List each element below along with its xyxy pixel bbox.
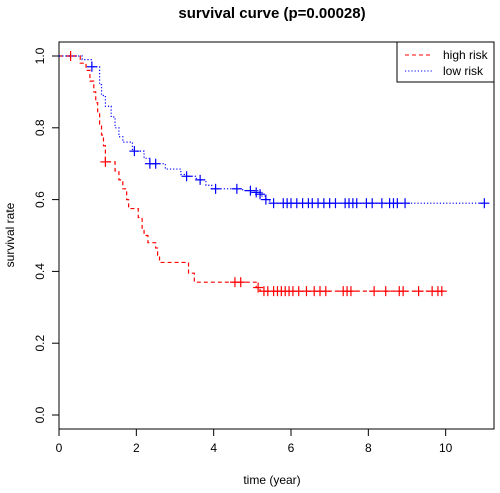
y-tick-label: 0.8 [33, 119, 47, 136]
censor-mark [260, 194, 271, 205]
censor-mark [413, 286, 424, 297]
legend: high risk low risk [396, 41, 495, 83]
series-layer [59, 51, 490, 297]
series-line-high-risk [59, 55, 444, 292]
legend-label-low-risk: low risk [443, 64, 484, 78]
censor-mark [479, 198, 490, 209]
censor-mark [380, 286, 391, 297]
censor-mark [129, 146, 140, 157]
y-tick-label: 0.0 [33, 406, 47, 423]
censor-mark [436, 286, 447, 297]
y-tick-label: 0.2 [33, 335, 47, 352]
y-tick-label: 0.4 [33, 263, 47, 280]
censor-mark [195, 174, 206, 185]
censor-mark [255, 189, 266, 200]
censor-mark [100, 156, 111, 167]
censor-mark [268, 198, 279, 209]
x-axis: 0 2 4 6 8 10 [56, 428, 453, 455]
series-low-risk [59, 55, 490, 209]
censor-mark [398, 286, 409, 297]
censor-mark [181, 171, 192, 182]
x-tick-label: 4 [210, 441, 217, 455]
y-tick-label: 0.6 [33, 191, 47, 208]
censor-mark [345, 286, 356, 297]
censor-mark [320, 286, 331, 297]
y-axis: 0.0 0.2 0.4 0.6 0.8 1.0 [33, 47, 60, 423]
censor-mark [245, 185, 256, 196]
censor-mark [400, 198, 411, 209]
censor-mark [330, 198, 341, 209]
legend-label-high-risk: high risk [443, 48, 489, 62]
censor-mark [86, 61, 97, 72]
x-tick-label: 2 [133, 441, 140, 455]
censor-mark [150, 158, 161, 169]
plot-frame [58, 41, 495, 430]
x-tick-label: 6 [288, 441, 295, 455]
x-tick-label: 10 [439, 441, 453, 455]
censor-mark [253, 282, 264, 293]
y-axis-label: survival rate [3, 202, 17, 267]
censor-mark [235, 277, 246, 288]
censor-mark [210, 183, 221, 194]
censor-mark [351, 198, 362, 209]
censor-mark [367, 198, 378, 209]
x-tick-label: 8 [365, 441, 372, 455]
censor-mark [369, 286, 380, 297]
x-tick-label: 0 [56, 441, 63, 455]
y-tick-label: 1.0 [33, 47, 47, 64]
censor-mark [231, 183, 242, 194]
chart-title: survival curve (p=0.00028) [178, 5, 365, 22]
legend-box [396, 41, 495, 83]
censor-mark [65, 51, 76, 61]
series-high-risk [59, 51, 447, 297]
x-axis-label: time (year) [243, 473, 300, 487]
